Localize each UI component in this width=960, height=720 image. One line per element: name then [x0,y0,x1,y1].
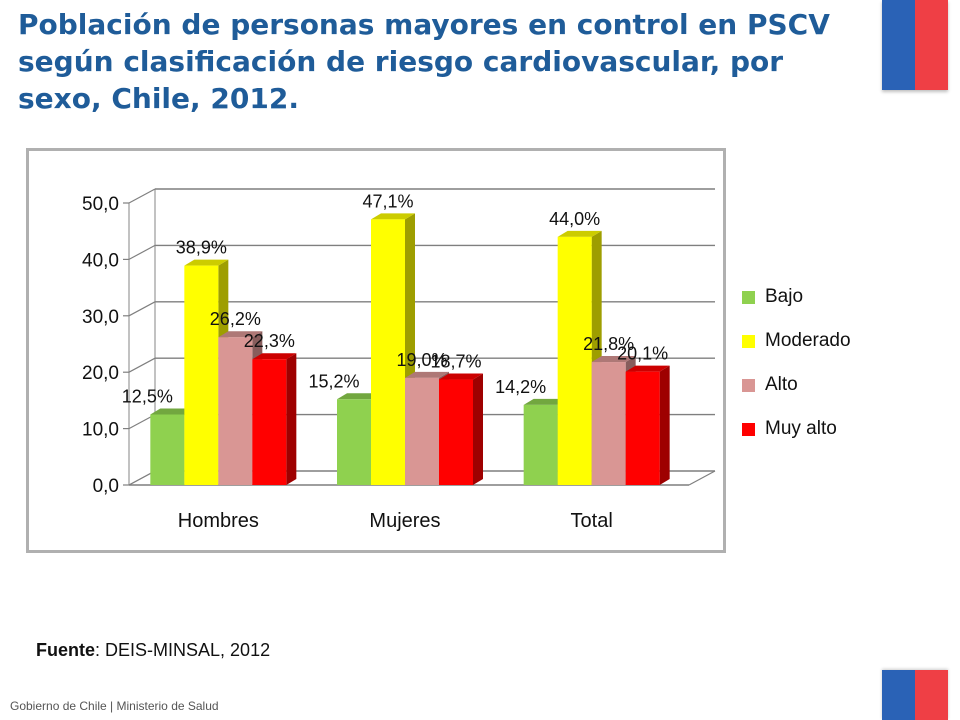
source-label: Fuente [36,640,96,660]
y-tick-label: 0,0 [93,476,119,497]
flag-red-stripe [915,0,948,90]
bar-muy-alto [439,379,473,485]
bar-top-moderado [371,213,415,220]
flag-blue-stripe [882,0,915,90]
legend-label: Bajo [765,286,804,307]
y-tick-label: 50,0 [82,194,119,215]
bar-chart: 0,0 10,0 20,0 30,0 40,0 50,0 12,5% 38,9% 26,2%22… [82,188,716,532]
footer-org: Gobierno de Chile | Ministerio de Salud [10,699,219,713]
data-label: 22,3% [244,331,295,351]
data-label: 18,7% [430,352,481,372]
gridline-depth [128,301,156,317]
x-tick-label: Total [571,510,613,532]
bar-bajo [337,399,371,485]
bar-top-bajo [337,393,381,400]
y-tick-label: 10,0 [82,420,119,441]
data-label: 19,0% [396,350,447,370]
bar-alto [218,337,253,485]
bar-top-bajo [523,398,568,405]
gridline-depth [128,188,156,204]
bar-bajo [150,414,185,485]
data-label: 38,9% [176,238,227,258]
gridline-depth [128,357,156,373]
data-label: 20,1% [617,344,668,364]
chart-legend: Bajo Moderado Alto Muy alto [742,275,851,451]
data-label: 21,8% [583,334,634,354]
x-tick-label: Mujeres [369,510,440,532]
legend-swatch [742,378,755,392]
legend-item: Moderado [742,319,851,363]
legend-swatch [742,422,755,436]
bar-side-muy-alto [286,353,297,485]
bar-top-moderado [557,230,602,237]
data-label: 15,2% [308,371,359,391]
legend-item: Bajo [742,275,851,319]
legend-swatch [742,290,755,304]
bar-muy-alto [252,359,287,485]
legend-swatch [742,334,755,348]
bar-alto [591,362,626,485]
bar-alto [405,377,439,485]
flag-blue-stripe [882,670,915,720]
page-title: Población de personas mayores en control… [18,8,830,115]
data-label: 47,1% [362,191,413,211]
y-tick-label: 20,0 [82,363,119,384]
legend-label: Alto [765,374,798,395]
floor-right-edge [688,470,716,486]
bar-top-alto [591,356,636,363]
chart-container: 0,0 10,0 20,0 30,0 40,0 50,0 12,5% 38,9% 26,2% 22… [26,148,726,553]
legend-label: Muy alto [765,418,837,439]
bar-top-moderado [184,259,229,266]
bar-bajo [523,404,558,485]
source-text: : DEIS-MINSAL, 2012 [95,640,271,660]
bar-side-muy-alto [473,373,483,485]
bar-side-muy-alto [659,365,670,485]
bar-top-muy-alto [439,373,483,380]
bar-moderado [371,219,405,485]
y-tick-label: 30,0 [82,307,119,328]
chile-flag-logo [882,0,948,90]
flag-red-stripe [915,670,948,720]
bar-top-alto [405,371,449,378]
legend-item: Alto [742,363,851,407]
bar-top-muy-alto [625,365,670,372]
y-tick-label: 40,0 [82,250,119,271]
gridline-depth [128,244,156,260]
x-tick-label: Hombres [178,510,259,532]
bar-top-muy-alto [252,353,297,360]
data-label: 26,2% [210,309,261,329]
bar-muy-alto [625,371,660,485]
bar-moderado [184,265,219,485]
legend-item: Muy alto [742,407,851,451]
data-label: 44,0% [549,209,600,229]
legend-label: Moderado [765,330,851,351]
bar-moderado [557,236,592,485]
bar-top-bajo [150,408,195,415]
data-label: 14,2% [495,377,546,397]
bar-top-alto [218,331,263,338]
source-note: Fuente: DEIS-MINSAL, 2012 [36,640,270,661]
data-label: 12,5% [122,387,173,407]
chile-flag-logo-bottom [882,670,948,720]
